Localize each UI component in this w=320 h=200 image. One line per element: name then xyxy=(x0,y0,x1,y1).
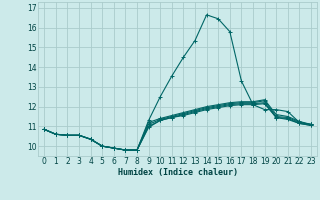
X-axis label: Humidex (Indice chaleur): Humidex (Indice chaleur) xyxy=(118,168,238,177)
